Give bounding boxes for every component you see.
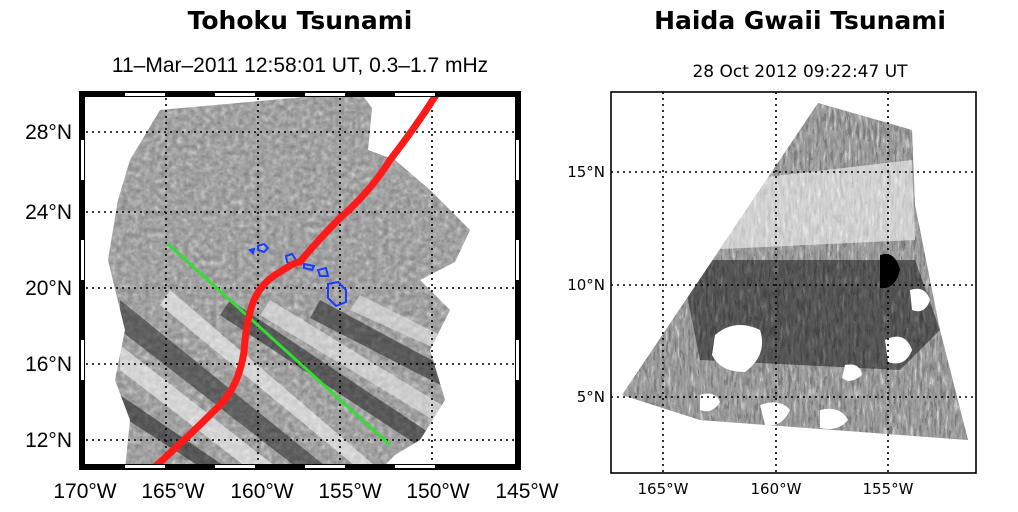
island-molokai [303, 262, 316, 272]
island-niihau [248, 247, 256, 255]
right-map-frame [610, 91, 977, 474]
left-frame-ticks [80, 92, 520, 469]
left-y-tick-12n: 12°N [25, 429, 72, 452]
left-panel-subtitle: 11–Mar–2011 12:58:01 UT, 0.3–1.7 mHz [111, 54, 489, 77]
left-frame-ticks-light [81, 93, 519, 468]
left-x-tick-165w: 165°W [141, 480, 204, 503]
left-y-tick-28n: 28°N [25, 121, 72, 144]
left-y-tick-16n: 16°N [25, 353, 72, 376]
left-y-tick-24n: 24°N [25, 201, 72, 224]
right-x-tick-160w: 160°W [751, 480, 802, 498]
island-kauai [257, 242, 270, 254]
island-hawaii [327, 280, 347, 308]
left-x-tick-155w: 155°W [318, 480, 381, 503]
red-tsunami-track [152, 91, 440, 470]
right-gridlines [611, 92, 976, 473]
left-x-tick-150w: 150°W [406, 480, 469, 503]
island-maui [316, 266, 330, 277]
left-gridlines [80, 92, 520, 469]
right-map-panel: 165°W 160°W 155°W 15°N 10°N 5°N [567, 91, 977, 498]
left-x-tick-170w: 170°W [53, 480, 116, 503]
right-y-tick-15n: 15°N [567, 163, 605, 181]
green-transect-line [166, 242, 392, 447]
right-panel-subtitle: 28 Oct 2012 09:22:47 UT [692, 62, 908, 82]
left-x-tick-160w: 160°W [230, 480, 293, 503]
left-x-tick-145w: 145°W [495, 480, 558, 503]
right-x-tick-165w: 165°W [638, 480, 689, 498]
left-map-panel: 170°W 165°W 160°W 155°W 150°W 145°W 28°N… [25, 91, 559, 503]
left-panel-title: Tohoku Tsunami [187, 6, 413, 35]
right-y-tick-5n: 5°N [577, 388, 605, 406]
right-panel-title: Haida Gwaii Tsunami [654, 6, 946, 35]
right-x-tick-155w: 155°W [863, 480, 914, 498]
left-y-tick-20n: 20°N [25, 277, 72, 300]
hawaiian-islands [248, 242, 347, 308]
right-y-tick-10n: 10°N [567, 276, 605, 294]
